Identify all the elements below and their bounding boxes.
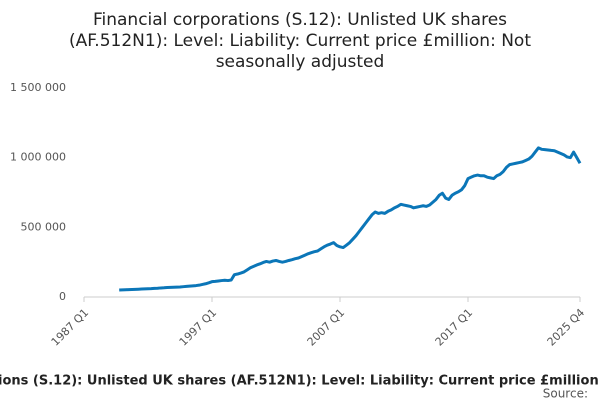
chart-title: (AF.512N1): Level: Liability: Current pr… [69,31,531,51]
footer-title: ions (S.12): Unlisted UK shares (AF.512N… [0,374,600,389]
y-tick-label: 1 000 000 [10,151,66,164]
x-tick-label: 2017 Q1 [433,306,476,349]
x-tick-label: 1987 Q1 [49,306,92,349]
chart-title: Financial corporations (S.12): Unlisted … [93,10,507,30]
y-tick-label: 1 500 000 [10,81,66,94]
x-tick-label: 1997 Q1 [177,306,220,349]
chart-title: seasonally adjusted [216,52,385,72]
source-label: Source: [543,387,588,400]
x-tick-label: 2025 Q4 [545,306,588,349]
data-line [119,146,582,292]
y-tick-label: 500 000 [21,220,67,233]
x-tick-label: 2007 Q1 [305,306,348,349]
y-tick-label: 0 [59,290,66,303]
